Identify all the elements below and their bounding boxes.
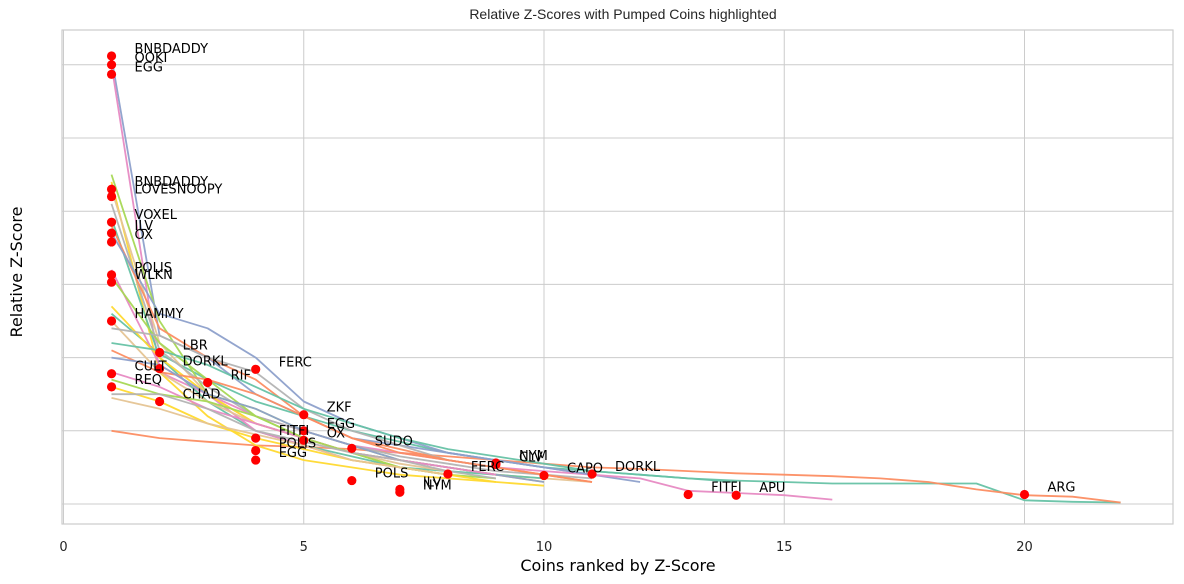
highlight-point	[443, 469, 453, 479]
x-tick-label: 15	[776, 540, 793, 555]
annotation-label: NYM	[519, 449, 548, 464]
chart-title: Relative Z-Scores with Pumped Coins high…	[469, 6, 776, 22]
series-line-6	[110, 181, 545, 487]
highlight-point	[106, 60, 117, 70]
annotation-label: EGG	[279, 446, 307, 461]
highlight-point	[731, 490, 741, 500]
annotation-labels: BNBDADDYOOKIEGGBNBDADDYLOVESNOOPYVOXELIL…	[135, 42, 1076, 496]
highlight-point	[106, 217, 117, 227]
annotation-label: DORKL	[615, 460, 661, 475]
highlight-point	[155, 347, 165, 358]
highlight-point	[106, 316, 117, 326]
series-line-18	[111, 349, 593, 483]
annotation-label: POLIS	[279, 437, 316, 452]
highlight-point	[106, 382, 117, 392]
annotation-label: LBR	[183, 338, 208, 353]
annotation-label: FERC	[279, 355, 312, 370]
highlight-point	[683, 489, 693, 500]
highlight-point	[106, 51, 117, 61]
highlight-point	[106, 369, 117, 379]
highlight-point	[1019, 489, 1030, 500]
highlight-point	[106, 191, 117, 202]
annotation-label: LOVESNOOPY	[135, 183, 223, 198]
annotation-label: ILV	[135, 219, 154, 234]
annotation-label: VOXEL	[135, 208, 178, 223]
highlight-point	[299, 426, 309, 436]
annotation-label: POLS	[375, 467, 409, 482]
highlight-point	[347, 443, 357, 453]
x-tick-label: 5	[300, 540, 308, 555]
annotation-label: DORKL	[183, 355, 229, 370]
highlight-point	[106, 69, 117, 79]
annotation-label: NYM	[423, 478, 452, 493]
series-line-17	[111, 342, 737, 483]
highlight-point	[106, 270, 117, 280]
highlight-point	[251, 433, 261, 443]
annotation-label: OOKI	[135, 51, 168, 66]
x-axis-label: Coins ranked by Z-Score	[520, 556, 715, 575]
x-tick-label: 0	[59, 540, 67, 555]
highlight-point	[299, 435, 309, 445]
annotation-label: FITFI	[279, 424, 310, 439]
annotation-label: HAMMY	[135, 307, 184, 322]
highlight-point	[395, 487, 405, 497]
annotation-label: CULT	[135, 360, 167, 375]
annotation-label: POLIS	[135, 261, 172, 276]
x-tick-label: 10	[536, 540, 553, 555]
highlight-point	[491, 459, 501, 470]
highlight-point	[251, 445, 261, 456]
annotation-label: BNBDADDY	[135, 42, 209, 57]
highlight-point	[155, 363, 165, 374]
annotation-label: ILV	[423, 475, 442, 490]
annotation-label: FITFI	[711, 480, 742, 495]
highlight-point	[106, 184, 117, 194]
highlight-point	[203, 377, 213, 388]
x-axis-ticks: 0 5 10 15 20	[59, 540, 1032, 555]
series-line-2	[111, 429, 1121, 504]
annotation-label: EGG	[327, 417, 355, 432]
grid	[62, 30, 1173, 524]
annotation-label: CLV	[519, 450, 543, 465]
annotation-label: FERC	[471, 460, 504, 475]
highlight-point	[251, 364, 261, 374]
annotation-label: CAPO	[567, 461, 603, 476]
highlight-point	[106, 237, 117, 247]
series-line-24	[111, 397, 449, 476]
annotation-label: CHAD	[183, 388, 221, 403]
y-axis-label: Relative Z-Score	[7, 207, 26, 338]
annotation-label: BNBDADDY	[135, 175, 209, 190]
annotation-label: ZKF	[327, 401, 352, 416]
highlight-point	[155, 396, 165, 407]
highlight-point	[106, 228, 117, 238]
series-line-21	[111, 378, 449, 476]
annotation-label: OX	[327, 426, 345, 441]
highlight-point	[299, 410, 309, 420]
highlight-point	[106, 277, 117, 287]
annotation-label: ARG	[1048, 480, 1076, 495]
x-tick-label: 20	[1016, 540, 1033, 555]
annotation-label: REQ	[135, 373, 162, 388]
series-line-4	[110, 64, 833, 501]
annotation-label: OX	[135, 228, 153, 243]
plot-frame	[61, 29, 1174, 525]
highlight-point	[251, 455, 261, 465]
highlight-point	[347, 475, 357, 486]
annotation-label: APU	[759, 481, 785, 496]
annotation-label: SUDO	[375, 434, 413, 449]
highlight-point	[587, 469, 597, 479]
annotation-label: EGG	[135, 60, 163, 75]
highlight-point	[539, 470, 549, 481]
annotation-label: RIF	[231, 368, 251, 383]
series-lines	[110, 57, 1121, 504]
highlight-points	[106, 51, 1030, 500]
annotation-label: WLKN	[135, 268, 173, 283]
